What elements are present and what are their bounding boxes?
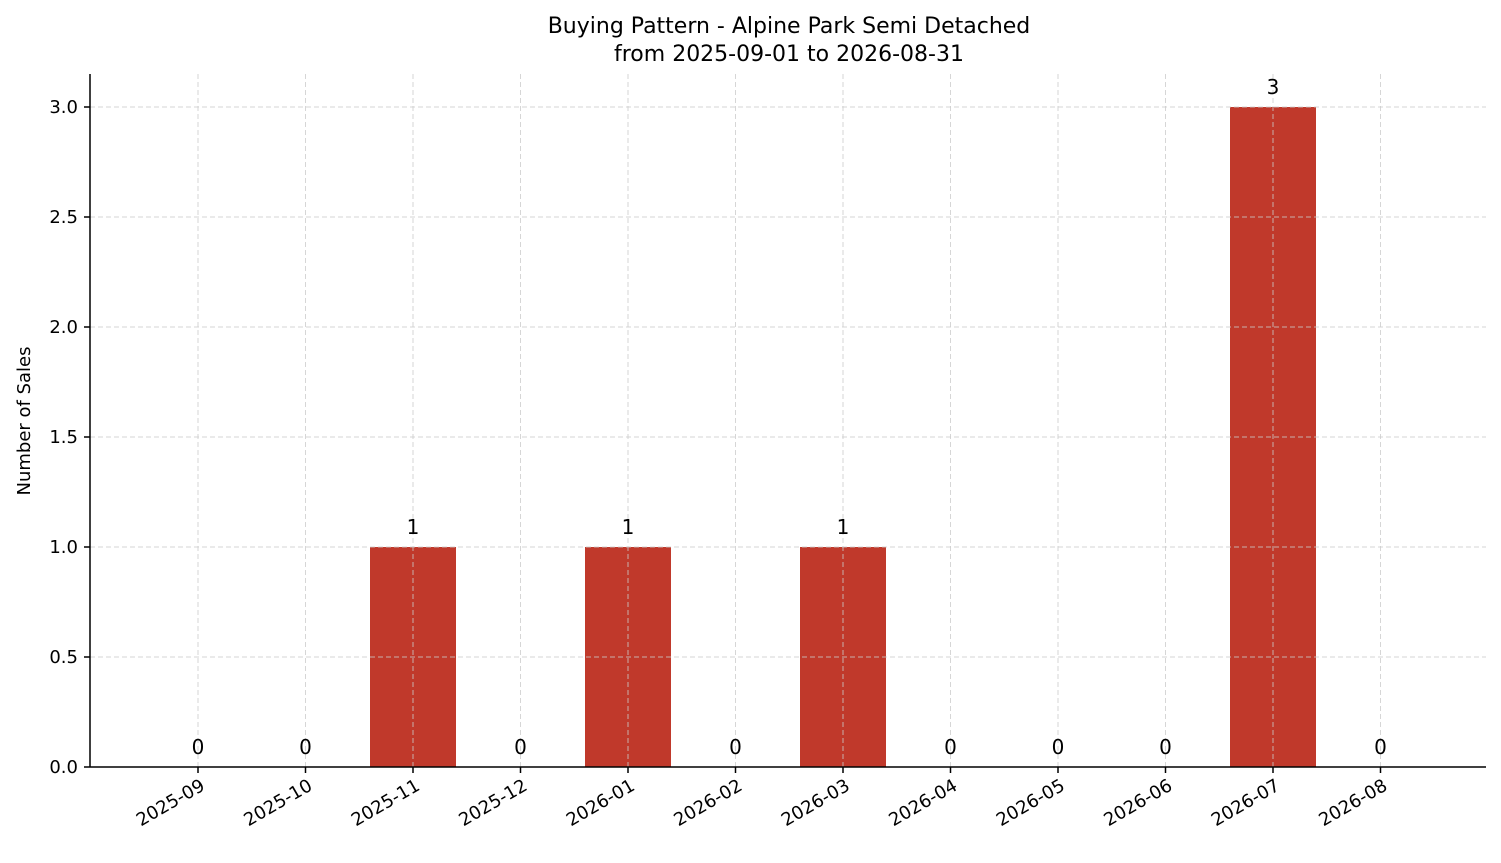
chart-title: Buying Pattern - Alpine Park Semi Detach… [548, 14, 1031, 39]
bar-value-label-2025-12: 0 [514, 735, 527, 759]
y-tick-label-4: 2.0 [49, 317, 78, 338]
x-tick-label-2025-10: 2025-10 [240, 775, 316, 831]
bar-value-label-2026-06: 0 [1159, 735, 1172, 759]
bar-value-label-2026-03: 1 [837, 515, 850, 539]
bar-value-label-2026-07: 3 [1267, 75, 1280, 99]
bar-value-label-2026-01: 1 [622, 515, 635, 539]
x-tick-label-2026-01: 2026-01 [563, 775, 639, 831]
x-tick-label-2026-07: 2026-07 [1208, 775, 1284, 831]
bar-value-label-2025-09: 0 [192, 735, 205, 759]
bar-value-label-2025-10: 0 [299, 735, 312, 759]
x-tick-label-2025-12: 2025-12 [455, 775, 531, 831]
x-tick-label-2026-08: 2026-08 [1315, 775, 1391, 831]
bar-value-label-2026-05: 0 [1052, 735, 1065, 759]
y-tick-label-3: 1.5 [49, 427, 78, 448]
y-tick-label-0: 0.0 [49, 757, 78, 778]
labels-layer: 0.0 0.5 1.0 1.5 2.0 2.5 3.0 2025-09 2025-10 2025-… [49, 75, 1391, 831]
x-tick-label-2025-11: 2025-11 [348, 775, 424, 831]
x-tick-label-2026-05: 2026-05 [993, 775, 1069, 831]
axes-layer [84, 74, 1486, 773]
x-tick-label-2026-06: 2026-06 [1100, 775, 1176, 831]
x-tick-label-2026-04: 2026-04 [885, 775, 961, 831]
chart-subtitle: from 2025-09-01 to 2026-08-31 [614, 42, 964, 67]
bar-value-label-2026-02: 0 [729, 735, 742, 759]
y-tick-label-6: 3.0 [49, 97, 78, 118]
y-tick-label-5: 2.5 [49, 207, 78, 228]
x-tick-label-2025-09: 2025-09 [133, 775, 209, 831]
x-tick-label-2026-02: 2026-02 [670, 775, 746, 831]
x-tick-label-2026-03: 2026-03 [778, 775, 854, 831]
bar-value-label-2026-08: 0 [1374, 735, 1387, 759]
y-tick-label-1: 0.5 [49, 647, 78, 668]
y-tick-label-2: 1.0 [49, 537, 78, 558]
bar-value-label-2026-04: 0 [944, 735, 957, 759]
y-axis-label: Number of Sales [14, 346, 35, 495]
bar-value-label-2025-11: 1 [407, 515, 420, 539]
